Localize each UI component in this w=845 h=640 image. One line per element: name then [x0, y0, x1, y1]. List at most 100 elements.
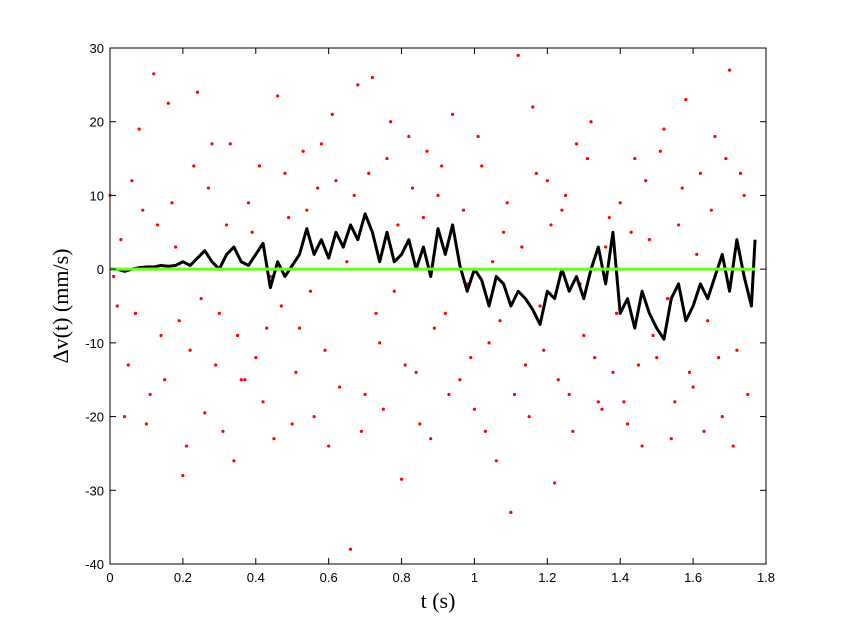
scatter-point: [556, 378, 560, 382]
scatter-point: [604, 245, 608, 249]
scatter-point: [735, 348, 739, 352]
y-tick-label: 30: [90, 41, 104, 56]
scatter-point: [203, 411, 207, 415]
scatter-point: [221, 429, 225, 433]
x-tick-label: 0.8: [393, 570, 411, 585]
scatter-point: [367, 171, 371, 175]
y-axis-label: Δv(t) (mm/s): [48, 249, 73, 364]
scatter-point: [370, 75, 374, 80]
x-tick-label: 0: [106, 570, 113, 585]
scatter-point: [192, 164, 196, 168]
scatter-point: [225, 223, 229, 227]
scatter-point: [662, 127, 666, 131]
scatter-point: [443, 311, 447, 315]
scatter-point: [338, 385, 342, 389]
y-tick-label: -10: [85, 336, 104, 351]
scatter-point: [702, 429, 706, 433]
scatter-point: [359, 429, 364, 433]
scatter-point: [618, 201, 622, 205]
scatter-point: [516, 53, 520, 57]
scatter-point: [684, 98, 688, 102]
scatter-point: [166, 101, 170, 105]
scatter-point: [607, 215, 611, 220]
scatter-point: [531, 105, 535, 109]
scatter-point: [214, 363, 218, 367]
scatter-point: [658, 149, 662, 153]
scatter-point: [290, 422, 294, 426]
x-tick-label: 0.6: [320, 570, 338, 585]
scatter-point: [429, 437, 433, 441]
scatter-point: [199, 297, 203, 301]
scatter-point: [396, 223, 400, 227]
scatter-point: [706, 319, 710, 323]
scatter-point: [461, 208, 466, 212]
scatter-point: [600, 407, 604, 411]
scatter-point: [407, 134, 411, 139]
scatter-point: [611, 370, 615, 374]
scatter-point: [673, 400, 677, 404]
scatter-point: [279, 304, 283, 308]
scatter-point: [152, 72, 156, 76]
scatter-point: [655, 356, 659, 360]
scatter-point: [596, 400, 600, 404]
scatter-point: [549, 223, 553, 227]
x-tick-label: 0.4: [247, 570, 265, 585]
x-tick-label: 1.4: [611, 570, 629, 585]
scatter-point: [188, 348, 192, 352]
scatter-point: [294, 370, 298, 374]
scatter-point: [239, 378, 243, 382]
scatter-point: [450, 112, 455, 116]
scatter-point: [553, 481, 557, 485]
scatter-point: [327, 444, 331, 448]
scatter-point: [582, 333, 586, 338]
y-tick-label: 10: [90, 188, 104, 203]
scatter-point: [374, 311, 378, 315]
scatter-point: [666, 297, 670, 301]
scatter-point: [717, 356, 721, 360]
scatter-point: [155, 223, 159, 227]
x-axis-label: t (s): [421, 588, 456, 613]
x-tick-label: 1.8: [757, 570, 775, 585]
scatter-point: [228, 142, 232, 146]
scatter-point: [301, 149, 305, 153]
axes-frame: [109, 47, 767, 565]
x-tick-label: 1.2: [538, 570, 556, 585]
scatter-point: [330, 112, 334, 116]
scatter-point: [141, 208, 145, 212]
scatter-point: [651, 333, 655, 338]
scatter-point: [133, 311, 138, 315]
scatter-point: [378, 341, 382, 345]
scatter-point: [480, 164, 484, 168]
scatter-point: [356, 83, 360, 87]
scatter-point: [345, 260, 349, 264]
scatter-point: [418, 422, 422, 426]
scatter-point: [217, 311, 221, 315]
scatter-point: [680, 186, 684, 190]
scatter-point: [265, 326, 269, 330]
scatter-point: [458, 378, 462, 382]
scatter-point: [746, 392, 750, 397]
scatter-point: [687, 370, 692, 374]
scatter-point: [472, 407, 477, 411]
scatter-point: [469, 356, 473, 360]
y-tick-label: 0: [97, 262, 104, 277]
scatter-point: [614, 311, 619, 315]
scatter-point: [181, 473, 185, 478]
scatter-point: [622, 400, 626, 404]
scatter-point: [512, 392, 517, 397]
scatter-point: [334, 179, 338, 183]
x-tick-label: 0.2: [174, 570, 192, 585]
scatter-point: [476, 134, 480, 139]
scatter-point: [399, 477, 404, 481]
scatter-point: [589, 120, 593, 124]
scatter-point: [126, 363, 130, 367]
scatter-point: [538, 304, 542, 308]
scatter-point: [115, 304, 119, 308]
scatter-point: [403, 363, 407, 367]
scatter-point: [184, 444, 189, 448]
scatter-point: [691, 385, 695, 389]
x-tick-label: 1: [471, 570, 478, 585]
scatter-point: [112, 274, 116, 279]
